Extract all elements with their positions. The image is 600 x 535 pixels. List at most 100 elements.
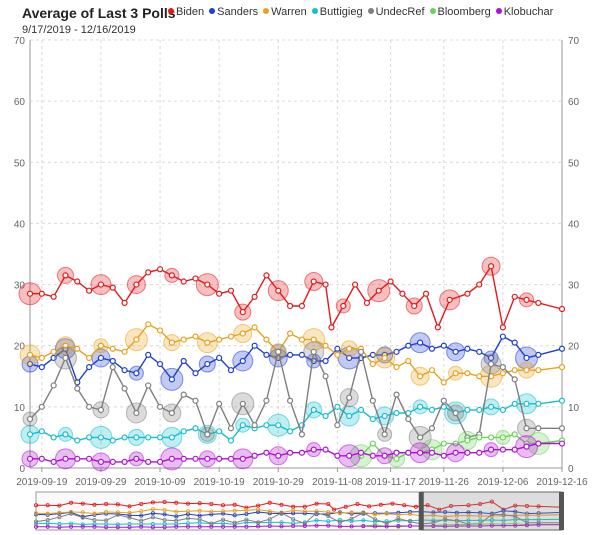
data-point[interactable]	[74, 278, 81, 285]
data-point[interactable]	[74, 345, 81, 352]
data-point[interactable]	[168, 376, 175, 383]
data-point[interactable]	[180, 357, 187, 365]
data-point[interactable]	[381, 431, 388, 438]
data-point[interactable]	[62, 431, 69, 438]
data-point[interactable]	[26, 431, 34, 438]
data-point[interactable]	[286, 449, 294, 456]
data-point[interactable]	[251, 342, 258, 349]
data-point[interactable]	[204, 339, 211, 346]
data-point[interactable]	[227, 437, 235, 444]
data-point[interactable]	[487, 263, 495, 270]
data-point[interactable]	[558, 364, 566, 371]
data-point[interactable]	[156, 266, 164, 273]
data-point[interactable]	[428, 406, 436, 414]
data-point[interactable]	[216, 428, 223, 435]
data-point[interactable]	[334, 345, 341, 352]
data-point[interactable]	[145, 458, 152, 465]
data-point[interactable]	[499, 324, 506, 331]
data-point[interactable]	[464, 406, 471, 414]
data-point[interactable]	[523, 400, 530, 407]
data-point[interactable]	[227, 455, 235, 462]
data-point[interactable]	[26, 415, 34, 423]
data-point[interactable]	[204, 281, 211, 288]
data-point[interactable]	[251, 324, 258, 331]
data-point[interactable]	[511, 431, 518, 438]
data-point[interactable]	[97, 342, 105, 349]
data-point[interactable]	[523, 443, 530, 450]
data-point[interactable]	[86, 455, 93, 462]
data-point[interactable]	[352, 281, 359, 288]
data-point[interactable]	[26, 351, 34, 358]
data-point[interactable]	[464, 437, 471, 444]
data-point[interactable]	[62, 272, 69, 279]
data-point[interactable]	[511, 367, 518, 374]
data-point[interactable]	[133, 409, 140, 417]
data-point[interactable]	[239, 357, 246, 365]
data-point[interactable]	[133, 336, 140, 343]
data-point[interactable]	[74, 385, 81, 392]
data-point[interactable]	[86, 364, 93, 371]
data-point[interactable]	[428, 345, 436, 352]
data-point[interactable]	[487, 446, 495, 453]
data-point[interactable]	[50, 293, 57, 300]
data-point[interactable]	[239, 308, 246, 316]
data-point[interactable]	[535, 367, 542, 374]
data-point[interactable]	[286, 351, 294, 358]
data-point[interactable]	[452, 348, 459, 355]
data-point[interactable]	[192, 275, 199, 282]
navigator-handle-left[interactable]	[418, 492, 424, 530]
data-point[interactable]	[180, 428, 187, 435]
data-point[interactable]	[375, 287, 382, 294]
data-point[interactable]	[393, 364, 400, 371]
data-point[interactable]	[369, 360, 376, 368]
data-point[interactable]	[156, 434, 164, 441]
data-point[interactable]	[417, 434, 424, 441]
data-point[interactable]	[511, 339, 518, 346]
data-point[interactable]	[322, 446, 329, 453]
data-point[interactable]	[310, 348, 317, 355]
data-point[interactable]	[204, 360, 211, 368]
data-point[interactable]	[476, 434, 483, 441]
data-point[interactable]	[499, 333, 506, 340]
data-point[interactable]	[298, 431, 306, 438]
data-point[interactable]	[239, 330, 246, 337]
data-point[interactable]	[523, 354, 530, 362]
data-point[interactable]	[121, 385, 128, 392]
data-point[interactable]	[286, 302, 294, 310]
data-point[interactable]	[322, 357, 329, 365]
data-point[interactable]	[369, 415, 376, 423]
data-point[interactable]	[86, 403, 93, 410]
data-point[interactable]	[428, 449, 436, 456]
data-point[interactable]	[239, 422, 246, 429]
data-point[interactable]	[346, 412, 353, 420]
data-point[interactable]	[558, 425, 566, 432]
data-point[interactable]	[121, 367, 128, 374]
data-point[interactable]	[168, 339, 175, 346]
data-point[interactable]	[109, 284, 116, 291]
navigator-handle-right[interactable]	[559, 492, 564, 530]
data-point[interactable]	[263, 351, 270, 358]
data-point[interactable]	[180, 336, 187, 343]
data-point[interactable]	[145, 382, 152, 389]
data-point[interactable]	[62, 455, 69, 462]
data-point[interactable]	[192, 425, 199, 432]
data-point[interactable]	[417, 339, 424, 346]
data-point[interactable]	[310, 446, 317, 453]
data-point[interactable]	[434, 324, 441, 331]
data-point[interactable]	[452, 370, 459, 377]
data-point[interactable]	[476, 281, 483, 288]
data-point[interactable]	[251, 422, 258, 429]
data-point[interactable]	[109, 458, 116, 465]
data-point[interactable]	[204, 455, 211, 462]
data-point[interactable]	[440, 342, 447, 349]
data-point[interactable]	[298, 336, 306, 343]
data-point[interactable]	[192, 333, 199, 340]
data-point[interactable]	[216, 400, 223, 407]
data-point[interactable]	[298, 302, 306, 310]
data-point[interactable]	[156, 360, 164, 368]
data-point[interactable]	[180, 391, 187, 398]
data-point[interactable]	[145, 351, 152, 358]
data-point[interactable]	[535, 299, 542, 307]
data-point[interactable]	[446, 296, 453, 303]
data-point[interactable]	[263, 449, 270, 456]
